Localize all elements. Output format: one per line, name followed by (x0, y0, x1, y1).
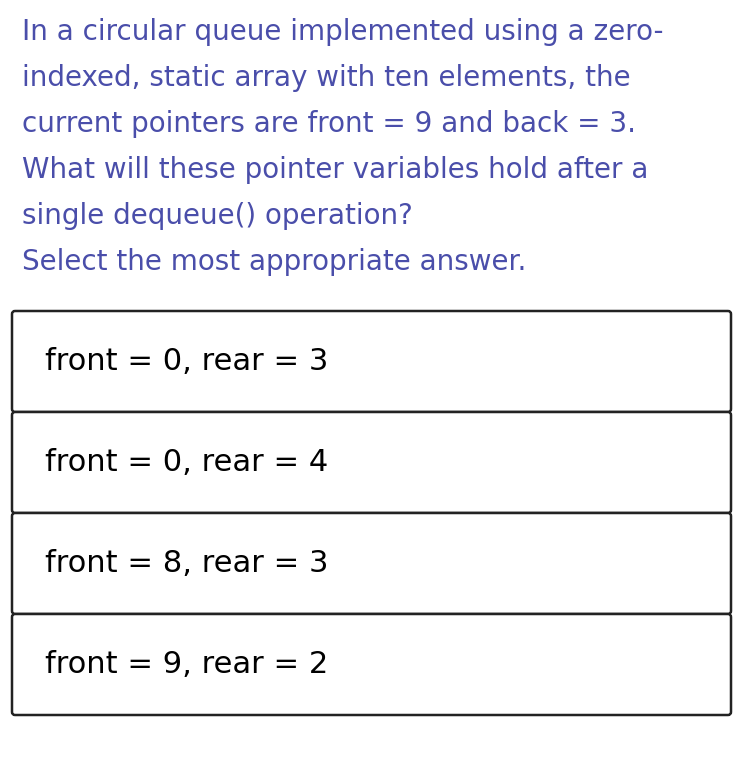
Text: indexed, static array with ten elements, the: indexed, static array with ten elements,… (22, 64, 630, 92)
FancyBboxPatch shape (12, 311, 731, 412)
FancyBboxPatch shape (12, 614, 731, 715)
Text: front = 0, rear = 4: front = 0, rear = 4 (45, 448, 328, 477)
Text: single dequeue() operation?: single dequeue() operation? (22, 202, 413, 230)
FancyBboxPatch shape (12, 412, 731, 513)
Text: current pointers are front = 9 and back = 3.: current pointers are front = 9 and back … (22, 110, 636, 138)
Text: front = 9, rear = 2: front = 9, rear = 2 (45, 650, 328, 679)
Text: front = 8, rear = 3: front = 8, rear = 3 (45, 549, 328, 578)
Text: Select the most appropriate answer.: Select the most appropriate answer. (22, 248, 526, 276)
FancyBboxPatch shape (12, 513, 731, 614)
Text: front = 0, rear = 3: front = 0, rear = 3 (45, 347, 328, 376)
Text: What will these pointer variables hold after a: What will these pointer variables hold a… (22, 156, 649, 184)
Text: In a circular queue implemented using a zero-: In a circular queue implemented using a … (22, 18, 663, 46)
